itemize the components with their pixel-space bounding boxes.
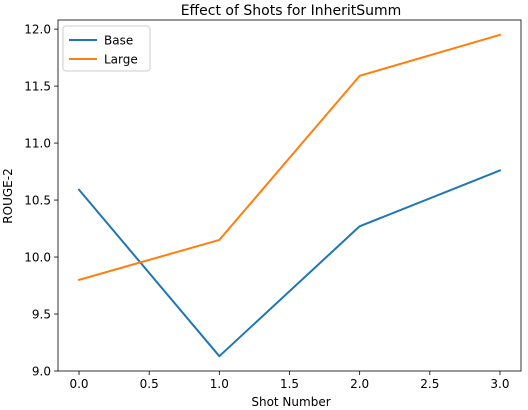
y-tick-label: 11.0 bbox=[24, 137, 51, 151]
x-tick-label: 0.0 bbox=[69, 377, 88, 391]
y-tick-label: 11.5 bbox=[24, 80, 51, 94]
x-tick-label: 1.5 bbox=[280, 377, 299, 391]
x-tick-label: 2.0 bbox=[350, 377, 369, 391]
y-axis-label: ROUGE-2 bbox=[1, 168, 15, 223]
x-axis-label: Shot Number bbox=[251, 395, 330, 409]
x-tick-label: 1.0 bbox=[210, 377, 229, 391]
series-lines bbox=[77, 33, 502, 358]
series-line-base bbox=[77, 169, 502, 358]
series-line-large bbox=[77, 33, 502, 282]
chart-title: Effect of Shots for InheritSumm bbox=[181, 3, 402, 19]
legend-label-base: Base bbox=[104, 34, 133, 48]
plot-area-frame bbox=[57, 19, 522, 372]
x-tick-label: 3.0 bbox=[490, 377, 509, 391]
x-tick-label: 2.5 bbox=[420, 377, 439, 391]
x-tick-label: 0.5 bbox=[140, 377, 159, 391]
legend: Base Large bbox=[62, 25, 151, 72]
y-axis-ticks: 9.0 9.5 10.0 10.5 11.0 11.5 12.0 bbox=[24, 23, 58, 379]
y-tick-label: 9.5 bbox=[32, 308, 51, 322]
y-tick-label: 10.0 bbox=[24, 251, 51, 265]
y-tick-label: 9.0 bbox=[32, 365, 51, 379]
y-tick-label: 10.5 bbox=[24, 194, 51, 208]
legend-label-large: Large bbox=[104, 53, 138, 67]
y-tick-label: 12.0 bbox=[24, 23, 51, 37]
x-axis-ticks: 0.0 0.5 1.0 1.5 2.0 2.5 3.0 bbox=[69, 371, 510, 391]
